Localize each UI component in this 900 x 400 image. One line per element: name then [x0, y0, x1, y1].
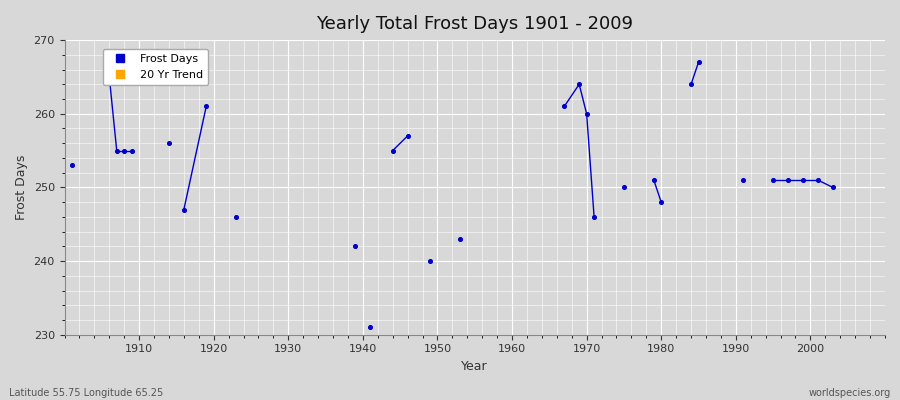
Point — [691, 59, 706, 66]
Point — [580, 110, 594, 117]
Point — [176, 206, 191, 213]
Y-axis label: Frost Days: Frost Days — [15, 155, 28, 220]
Point — [654, 199, 669, 205]
Point — [229, 214, 243, 220]
Point — [385, 147, 400, 154]
Point — [572, 81, 587, 88]
X-axis label: Year: Year — [462, 360, 488, 373]
Point — [736, 177, 751, 183]
Point — [781, 177, 796, 183]
Point — [684, 81, 698, 88]
Point — [400, 133, 415, 139]
Point — [646, 177, 661, 183]
Point — [65, 162, 79, 168]
Point — [825, 184, 840, 191]
Point — [117, 147, 131, 154]
Point — [557, 103, 572, 110]
Point — [453, 236, 467, 242]
Point — [363, 324, 377, 330]
Point — [199, 103, 213, 110]
Point — [811, 177, 825, 183]
Point — [124, 147, 139, 154]
Point — [587, 214, 601, 220]
Text: Latitude 55.75 Longitude 65.25: Latitude 55.75 Longitude 65.25 — [9, 388, 163, 398]
Point — [766, 177, 780, 183]
Point — [110, 147, 124, 154]
Point — [162, 140, 176, 146]
Point — [423, 258, 437, 264]
Point — [616, 184, 631, 191]
Legend: Frost Days, 20 Yr Trend: Frost Days, 20 Yr Trend — [103, 49, 208, 85]
Text: worldspecies.org: worldspecies.org — [809, 388, 891, 398]
Title: Yearly Total Frost Days 1901 - 2009: Yearly Total Frost Days 1901 - 2009 — [316, 15, 634, 33]
Point — [348, 243, 363, 250]
Point — [796, 177, 810, 183]
Point — [102, 74, 116, 80]
